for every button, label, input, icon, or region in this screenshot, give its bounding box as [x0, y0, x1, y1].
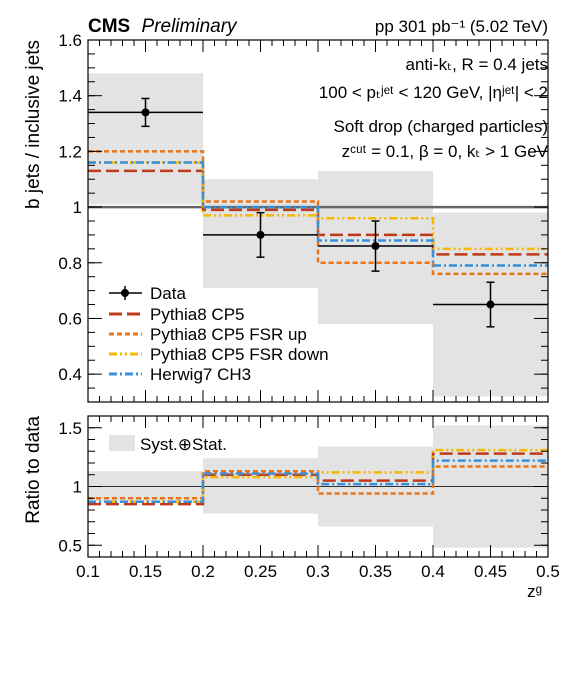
main-ytick-label: 1.4	[58, 87, 82, 106]
legend-entry-herwig: Herwig7 CH3	[109, 365, 251, 384]
legend-entry-data: Data	[109, 284, 186, 303]
annotation-pt-range: 100 < pₜʲᵉᵗ < 120 GeV, |ηʲᵉᵗ| < 2	[319, 83, 548, 102]
main-ytick-label: 0.4	[58, 365, 82, 384]
ratio-ytick-label: 0.5	[58, 536, 82, 555]
main-y-axis-label: b jets / inclusive jets	[23, 40, 44, 209]
ratio-ytick-label: 1	[73, 478, 82, 497]
main-ytick-label: 0.6	[58, 309, 82, 328]
status-label: Preliminary	[142, 16, 239, 37]
legend-entry-fsrup: Pythia8 CP5 FSR up	[109, 325, 307, 344]
data-point-0	[141, 108, 150, 117]
ratio-xtick-label: 0.35	[359, 562, 392, 581]
ratio-xtick-label: 0.2	[191, 562, 215, 581]
main-series-fsrup	[88, 150, 548, 276]
ratio-legend-swatch	[109, 435, 135, 451]
legend-marker-data-point	[121, 289, 129, 297]
ratio-xtick-label: 0.25	[244, 562, 277, 581]
main-uncertainty-band-0	[88, 73, 203, 205]
ratio-uncertainty-band-1	[203, 458, 318, 514]
data-point-2	[371, 242, 380, 251]
data-point-3	[486, 300, 495, 309]
data-point-1	[256, 230, 265, 239]
ratio-legend: Syst.⊕Stat.	[109, 435, 227, 454]
legend-label-fsrup: Pythia8 CP5 FSR up	[150, 325, 307, 344]
ratio-legend-label: Syst.⊕Stat.	[140, 435, 227, 454]
main-ytick-label: 1	[73, 198, 82, 217]
ratio-xtick-label: 0.3	[306, 562, 330, 581]
legend-entry-cp5: Pythia8 CP5	[109, 305, 245, 324]
ratio-panel: 0.511.50.1 0.15 0.2 0.25 0.3 0.35 0.4 0.45 0.5zᵍ…	[23, 415, 560, 601]
luminosity-label: pp 301 pb⁻¹ (5.02 TeV)	[375, 17, 548, 36]
legend-label-cp5: Pythia8 CP5	[150, 305, 245, 324]
ratio-y-axis-label: Ratio to data	[23, 416, 44, 524]
legend-label-fsrdown: Pythia8 CP5 FSR down	[150, 345, 329, 364]
main-ytick-label: 1.6	[58, 31, 82, 50]
ratio-ytick-label: 1.5	[58, 419, 82, 438]
legend-entry-fsrdown: Pythia8 CP5 FSR down	[109, 345, 329, 364]
main-series-herwig	[88, 161, 548, 267]
legend: Data Pythia8 CP5 Pythia8 CP5 FSR up Pyth…	[109, 284, 329, 384]
experiment-label: CMS	[88, 16, 130, 37]
x-axis-label: zᵍ	[527, 582, 542, 601]
annotation-jets: anti-kₜ, R = 0.4 jets	[406, 55, 549, 74]
ratio-xtick-label: 0.4	[421, 562, 445, 581]
main-ytick-label: 1.2	[58, 142, 82, 161]
annotation-softdrop: Soft drop (charged particles)	[334, 117, 549, 136]
legend-label-data: Data	[150, 284, 186, 303]
main-panel: 0.4 0.6 0.8 1 1.2 1.4 1.6 b jets / inclusive je…	[23, 31, 549, 403]
svg-text:CMS Preliminary: CMS Preliminary	[88, 16, 238, 37]
ratio-xtick-label: 0.45	[474, 562, 507, 581]
ratio-xtick-label: 0.5	[536, 562, 560, 581]
ratio-xtick-label: 0.15	[129, 562, 162, 581]
ratio-series-herwig	[88, 459, 548, 504]
main-ytick-label: 0.8	[58, 254, 82, 273]
legend-label-herwig: Herwig7 CH3	[150, 365, 251, 384]
ratio-xtick-label: 0.1	[76, 562, 100, 581]
annotation-zcut: zᶜᵘᵗ = 0.1, β = 0, kₜ > 1 GeV	[342, 142, 549, 161]
